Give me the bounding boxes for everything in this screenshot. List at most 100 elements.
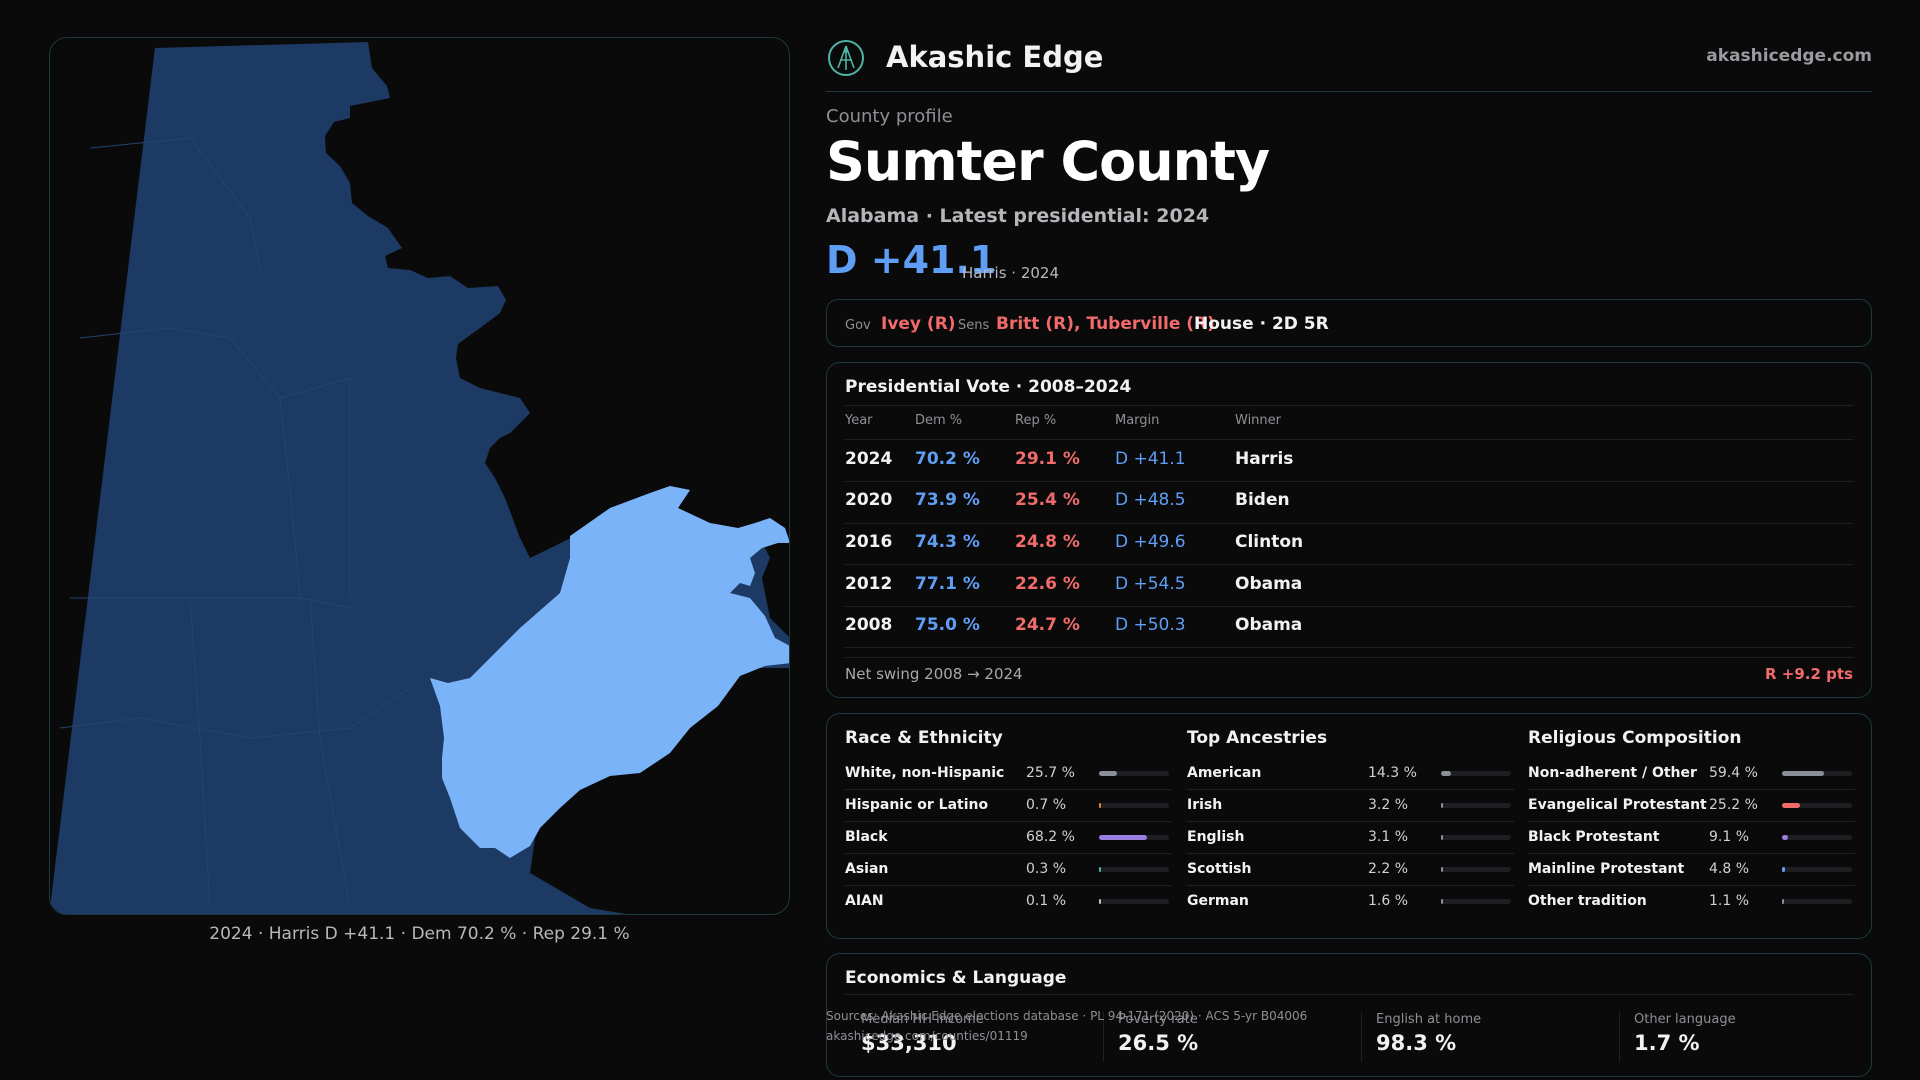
row-margin: D +49.6 [1115, 532, 1186, 552]
item-bar-fill [1099, 899, 1101, 904]
item-value: 59.4 % [1709, 765, 1758, 781]
item-bar-fill [1782, 899, 1784, 904]
row-winner: Harris [1235, 449, 1294, 469]
econ-label: English at home [1376, 1012, 1482, 1027]
item-name: Mainline Protestant [1528, 861, 1685, 877]
item-bar-fill [1782, 803, 1800, 808]
item-bar [1782, 771, 1852, 776]
item-bar-fill [1441, 771, 1451, 776]
presidential-vote-card: Presidential Vote · 2008–2024 Year Dem %… [826, 362, 1872, 698]
row-winner: Obama [1235, 615, 1303, 635]
economics-title: Economics & Language [845, 968, 1067, 988]
sens-label: Sens [958, 318, 990, 333]
col-winner: Winner [1235, 413, 1282, 428]
item-value: 1.6 % [1368, 893, 1409, 909]
item-bar [1441, 803, 1511, 808]
net-swing-value: R +9.2 pts [1765, 665, 1853, 683]
sources-footer: Sources: Akashic Edge elections database… [826, 1006, 1307, 1046]
net-swing-label: Net swing 2008 → 2024 [845, 665, 1023, 683]
item-name: German [1187, 893, 1249, 909]
item-bar-fill [1441, 803, 1444, 808]
item-bar [1099, 835, 1169, 840]
item-bar-fill [1782, 771, 1824, 776]
akashic-logo-icon[interactable] [826, 38, 866, 78]
econ-other-language: Other language 1.7 % [1634, 1012, 1736, 1062]
economics-card: Economics & Language Median HH income $3… [826, 953, 1872, 1077]
county-map[interactable] [49, 37, 790, 915]
sources-text: Sources: Akashic Edge elections database… [826, 1009, 1308, 1023]
row-year: 2024 [845, 449, 893, 469]
list-item: American 14.3 % [1187, 758, 1514, 790]
list-item: Asian 0.3 % [845, 854, 1172, 886]
row-rep: 22.6 % [1015, 574, 1080, 594]
latest-margin-note: Harris · 2024 [962, 264, 1060, 282]
col-year: Year [845, 413, 873, 428]
list-item: Scottish 2.2 % [1187, 854, 1514, 886]
race-title: Race & Ethnicity [845, 728, 1003, 748]
row-margin: D +50.3 [1115, 615, 1186, 635]
item-bar [1099, 867, 1169, 872]
item-value: 68.2 % [1026, 829, 1075, 845]
sources-url[interactable]: akashicedge.com/counties/01119 [826, 1029, 1028, 1043]
item-bar-fill [1099, 771, 1117, 776]
item-bar [1782, 867, 1852, 872]
gov-label: Gov [845, 318, 871, 333]
county-subtitle: Alabama · Latest presidential: 2024 [826, 205, 1210, 227]
item-value: 3.2 % [1368, 797, 1409, 813]
list-item: Irish 3.2 % [1187, 790, 1514, 822]
econ-value: 98.3 % [1376, 1031, 1457, 1055]
presidential-title: Presidential Vote · 2008–2024 [845, 377, 1132, 397]
item-bar [1099, 771, 1169, 776]
list-item: German 1.6 % [1187, 886, 1514, 918]
item-bar-fill [1099, 867, 1101, 872]
row-winner: Biden [1235, 490, 1290, 510]
row-rep: 25.4 % [1015, 490, 1080, 510]
row-dem: 77.1 % [915, 574, 980, 594]
site-link[interactable]: akashicedge.com [1706, 46, 1872, 66]
item-name: American [1187, 765, 1262, 781]
item-name: White, non-Hispanic [845, 765, 1005, 781]
item-value: 4.8 % [1709, 861, 1750, 877]
map-svg[interactable] [50, 38, 790, 915]
latest-margin: D +41.1 [826, 238, 997, 282]
item-bar [1099, 899, 1169, 904]
house-delegation: House · 2D 5R [1194, 314, 1329, 334]
econ-value: $33,310 [861, 1031, 957, 1055]
item-bar [1441, 835, 1511, 840]
county-borders [59, 137, 411, 909]
item-name: Non-adherent / Other [1528, 765, 1697, 781]
item-bar [1441, 899, 1511, 904]
econ-label: Median HH income [861, 1012, 984, 1027]
item-name: AIAN [845, 893, 884, 909]
row-year: 2012 [845, 574, 893, 594]
row-winner: Clinton [1235, 532, 1304, 552]
item-name: Asian [845, 861, 889, 877]
list-item: AIAN 0.1 % [845, 886, 1172, 918]
officials-bar: Gov Ivey (R) Sens Britt (R), Tuberville … [826, 299, 1872, 347]
religion-title: Religious Composition [1528, 728, 1742, 748]
list-item: White, non-Hispanic 25.7 % [845, 758, 1172, 790]
row-margin: D +54.5 [1115, 574, 1186, 594]
list-item: Black 68.2 % [845, 822, 1172, 854]
row-year: 2020 [845, 490, 893, 510]
item-name: English [1187, 829, 1245, 845]
econ-income: Median HH income $33,310 [861, 1012, 984, 1062]
row-dem: 73.9 % [915, 490, 980, 510]
row-margin: D +41.1 [1115, 449, 1186, 469]
item-bar [1782, 835, 1852, 840]
row-dem: 74.3 % [915, 532, 980, 552]
list-item: Evangelical Protestant 25.2 % [1528, 790, 1855, 822]
list-item: Black Protestant 9.1 % [1528, 822, 1855, 854]
item-bar-fill [1099, 835, 1147, 840]
item-bar-fill [1441, 835, 1444, 840]
list-item: Other tradition 1.1 % [1528, 886, 1855, 918]
brand-name[interactable]: Akashic Edge [886, 40, 1104, 74]
item-value: 14.3 % [1368, 765, 1417, 781]
item-bar [1441, 771, 1511, 776]
econ-label: Poverty rate [1118, 1012, 1198, 1027]
demographics-card: Race & Ethnicity Top Ancestries Religiou… [826, 713, 1872, 939]
sumter-county[interactable] [430, 486, 790, 858]
item-name: Hispanic or Latino [845, 797, 989, 813]
row-rep: 24.8 % [1015, 532, 1080, 552]
county-title: Sumter County [826, 130, 1270, 193]
